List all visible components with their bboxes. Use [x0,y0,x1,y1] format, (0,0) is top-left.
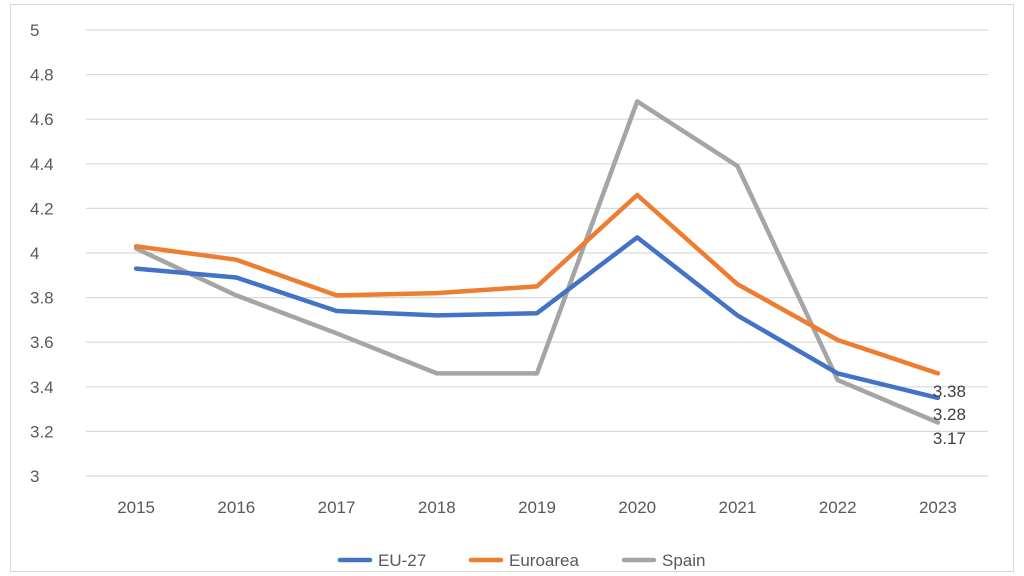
x-tick-label: 2018 [418,498,456,517]
chart-frame [10,4,1014,572]
x-tick-label: 2017 [318,498,356,517]
legend: EU-27 Euroarea Spain [337,551,705,570]
y-tick-label: 4 [30,244,39,263]
y-tick-label: 4.6 [30,110,54,129]
data-labels: 3.38 3.28 3.17 [933,382,966,448]
x-tick-label: 2022 [819,498,857,517]
series-line-euroarea [133,192,941,376]
y-tick-label: 4.4 [30,155,54,174]
x-tick-label: 2023 [919,498,957,517]
y-tick-label: 5 [30,21,39,40]
x-tick-label: 2019 [518,498,556,517]
data-label-1: 3.38 [933,382,966,401]
x-tick-label: 2021 [719,498,757,517]
y-tick-label: 3.2 [30,422,54,441]
series-lines [133,99,941,425]
y-tick-label: 4.8 [30,66,54,85]
series-line-eu-27 [133,235,941,401]
data-label-2: 3.28 [933,405,966,424]
legend-label: EU-27 [378,551,426,570]
x-tick-label: 2015 [117,498,155,517]
y-tick-label: 3.8 [30,289,54,308]
series-line-spain [133,99,941,425]
y-tick-label: 3 [30,467,39,486]
x-tick-label: 2020 [618,498,656,517]
y-tick-label: 3.4 [30,378,54,397]
y-axis-ticks: 3 3.2 3.4 3.6 3.8 4 4.2 4.4 4.6 4.8 5 [30,21,54,486]
legend-label: Euroarea [509,551,579,570]
y-tick-label: 3.6 [30,333,54,352]
x-tick-label: 2016 [217,498,255,517]
legend-label: Spain [662,551,705,570]
y-tick-label: 4.2 [30,199,54,218]
data-label-3: 3.17 [933,429,966,448]
x-axis-ticks: 2015 2016 2017 2018 2019 2020 2021 2022 2023 [117,498,957,517]
gridlines [86,29,988,477]
